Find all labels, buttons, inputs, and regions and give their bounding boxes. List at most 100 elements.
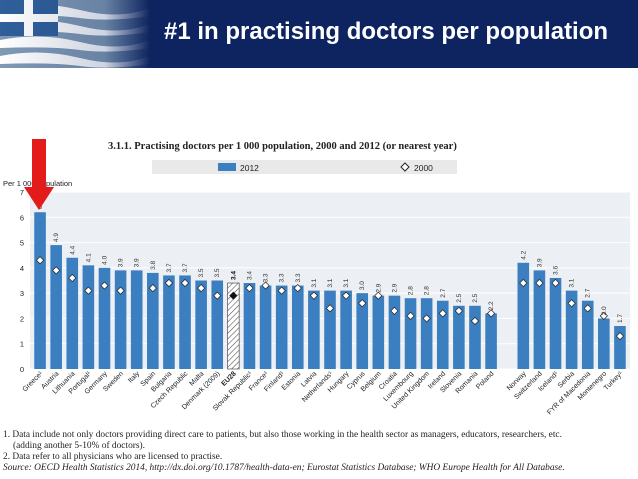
bar-2012 [34, 212, 46, 369]
bar-2012 [324, 290, 336, 369]
bar-value-label: 2.5 [456, 293, 463, 302]
y-tick-label: 2 [20, 314, 24, 323]
marker-2000 [35, 256, 45, 265]
bar-value-label: 3.4 [230, 271, 237, 280]
marker-2000 [52, 266, 61, 275]
bar-value-label: 2.7 [585, 288, 592, 297]
marker-2000 [293, 283, 302, 293]
marker-2000 [309, 291, 318, 300]
bar-2012 [195, 280, 207, 369]
bar-value-label: 2.8 [424, 286, 431, 295]
chart: 3.1.1. Practising doctors per 1 000 popu… [3, 139, 630, 416]
bar-value-label: 3.1 [311, 278, 318, 287]
bar-value-label: 3.1 [327, 278, 334, 287]
bar-2012 [211, 280, 224, 369]
bar-value-label: 3.9 [118, 258, 125, 267]
bar-2012 [517, 262, 530, 369]
bar-2012 [485, 313, 497, 369]
bar-2012 [275, 285, 288, 369]
bar-value-label: 3.1 [569, 278, 576, 287]
bar-2012 [227, 282, 240, 370]
bar-value-label: 2.8 [408, 286, 415, 295]
bar-value-label: 2.5 [472, 293, 479, 302]
bar-value-label: 3.1 [343, 278, 350, 287]
marker-2000 [406, 311, 415, 320]
legend-label-2000: 2000 [414, 163, 433, 173]
bar-2012 [549, 277, 562, 369]
marker-2000 [454, 306, 463, 315]
marker-2000 [422, 314, 431, 323]
slide-title: #1 in practising doctors per population [164, 18, 609, 45]
marker-2000 [486, 309, 496, 318]
y-tick-label: 4 [20, 264, 24, 273]
marker-2000 [197, 283, 206, 293]
marker-2000 [374, 291, 383, 300]
marker-2000 [470, 316, 480, 326]
bar-2012 [436, 300, 449, 369]
bar-2012 [533, 270, 546, 369]
bar-2012 [453, 305, 465, 369]
bar-2012 [114, 270, 127, 369]
red-arrow-annotation [24, 139, 54, 210]
y-axis-ticks: 0 1 2 3 4 5 6 7 [20, 188, 24, 374]
bar-value-label: 4.9 [53, 233, 60, 242]
x-category-label: Greece¹ [22, 370, 45, 393]
bar-2012 [66, 257, 79, 369]
legend-marker-2000 [400, 162, 410, 172]
marker-2000 [342, 291, 351, 300]
y-tick-label: 3 [20, 289, 24, 298]
markers-2000 [35, 256, 625, 341]
bar-2012 [243, 283, 256, 369]
bar-value-label: 3.5 [214, 268, 221, 277]
bar-2012 [614, 326, 626, 369]
bar-value-label: 2.0 [601, 306, 608, 315]
y-tick-label: 7 [20, 188, 24, 197]
marker-2000 [551, 278, 560, 288]
marker-2000 [213, 291, 222, 300]
marker-2000 [180, 278, 190, 288]
bar-2012 [388, 295, 401, 369]
marker-2000 [84, 286, 93, 295]
marker-2000 [261, 281, 270, 290]
marker-2000 [164, 278, 174, 288]
bar-2012 [372, 295, 385, 369]
bar-2012 [82, 265, 95, 369]
y-tick-label: 1 [20, 340, 24, 349]
bar-value-label: 4.2 [520, 250, 527, 259]
marker-2000 [277, 286, 286, 295]
bar-value-label: 3.7 [182, 263, 189, 272]
bar-value-label: 3.9 [536, 258, 543, 267]
bar-value-label: 3.7 [166, 263, 173, 272]
bar-2012 [565, 290, 578, 369]
bar-2012 [581, 300, 594, 369]
bar-value-label: 3.3 [279, 273, 286, 282]
bar-2012 [308, 290, 320, 369]
footnote-1: 1. Data include not only doctors providi… [3, 430, 562, 440]
marker-2000 [599, 311, 608, 320]
bar-value-label: 3.3 [295, 273, 302, 282]
bar-2012 [50, 245, 62, 369]
bar-value-label: 4.1 [85, 253, 92, 262]
bar-2012 [259, 285, 272, 369]
source-note: Source: OECD Health Statistics 2014, htt… [3, 463, 565, 473]
bar-value-label: 1.7 [617, 314, 624, 323]
bar-2012 [98, 267, 111, 369]
marker-2000 [358, 299, 367, 308]
bar-value-label: 3.5 [198, 268, 205, 277]
marker-2000 [535, 278, 544, 288]
footnote-2: 2. Data refer to all physicians who are … [3, 452, 223, 462]
value-labels: 6.24.94.44.14.03.93.93.83.73.73.53.53.43… [37, 200, 624, 323]
marker-2000 [615, 332, 625, 341]
marker-2000 [100, 281, 109, 290]
title-banner: #1 in practising doctors per population [0, 0, 638, 68]
marker-2000 [148, 283, 157, 293]
footnote-1-continued: (adding another 5-10% of doctors). [13, 441, 145, 451]
bar-2012 [163, 275, 175, 369]
bar-value-label: 4.4 [69, 245, 76, 254]
bar-2012 [291, 285, 304, 369]
bar-2012 [598, 318, 610, 369]
bar-value-label: 2.2 [488, 301, 495, 310]
bar-2012 [179, 275, 191, 369]
x-category-label: Poland [475, 370, 495, 390]
bar-2012 [340, 290, 352, 369]
